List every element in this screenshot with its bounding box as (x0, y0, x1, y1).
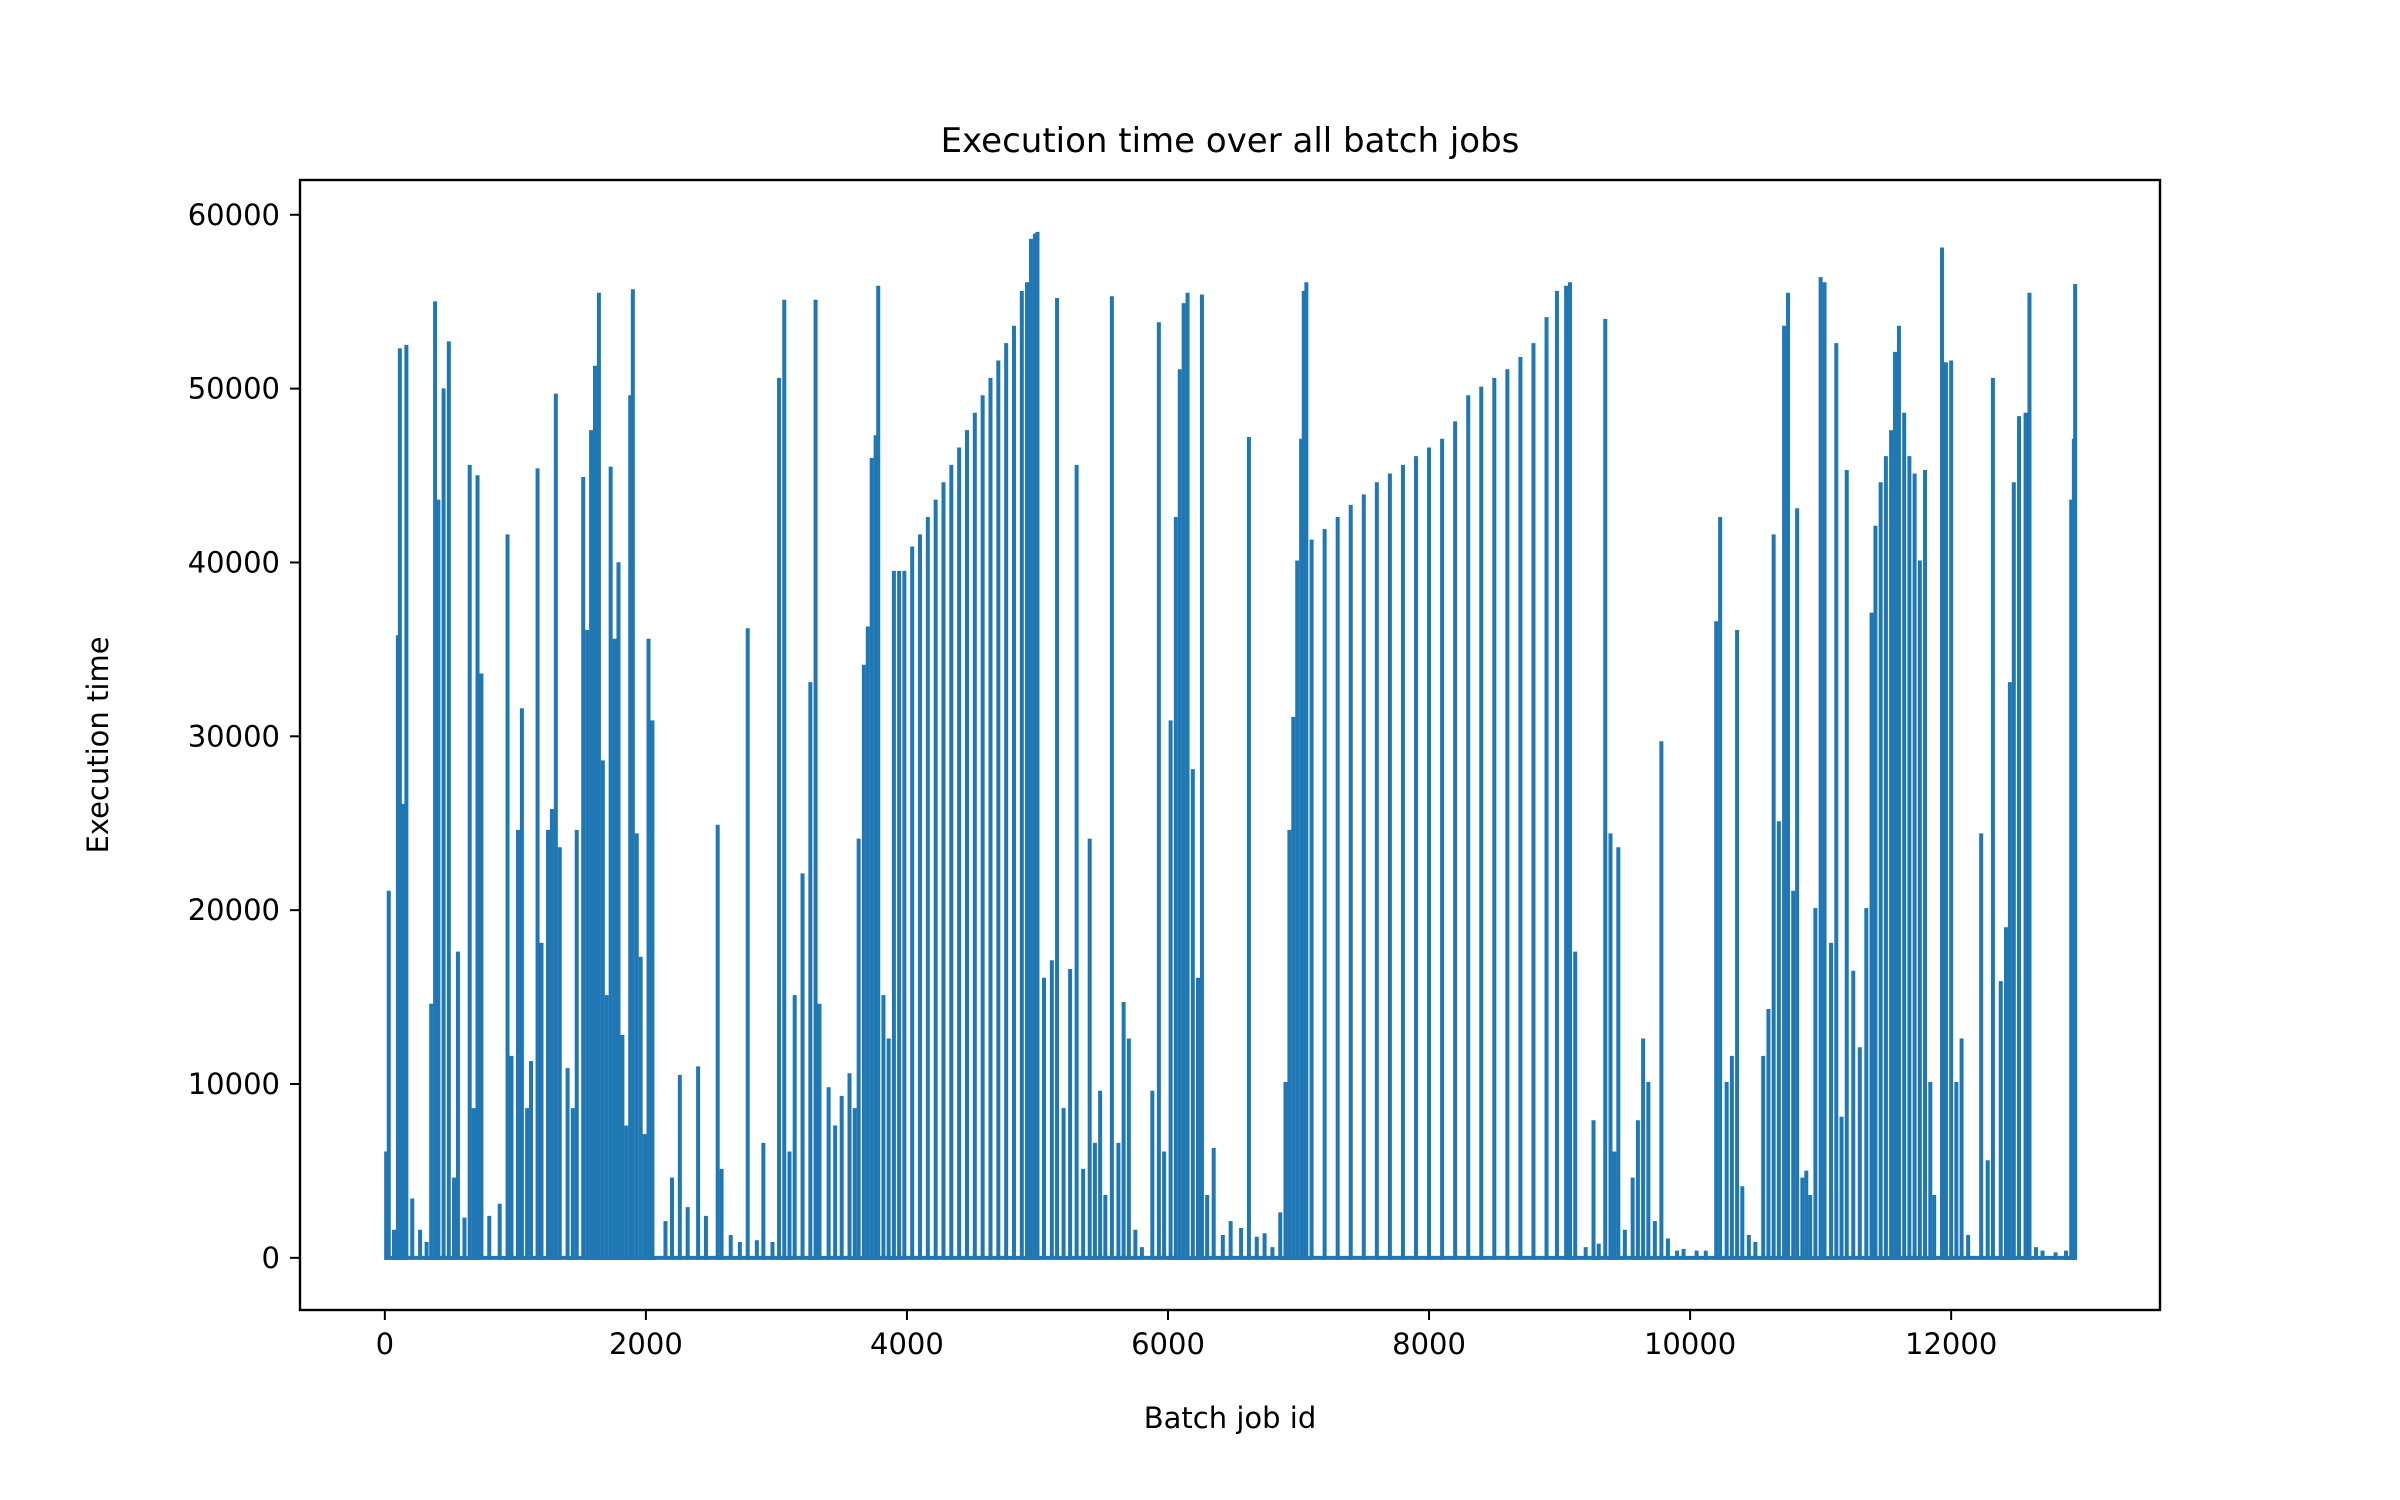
x-tick-label: 6000 (1131, 1327, 1205, 1361)
y-tick-label: 10000 (188, 1067, 280, 1101)
x-tick-label: 8000 (1392, 1327, 1466, 1361)
y-tick-label: 60000 (188, 198, 280, 232)
y-tick-label: 40000 (188, 545, 280, 579)
x-tick-label: 10000 (1644, 1327, 1736, 1361)
x-tick-label: 0 (376, 1327, 394, 1361)
axes-frame (298, 178, 2162, 1312)
plot-area (384, 231, 2078, 1260)
y-tick-label: 50000 (188, 372, 280, 406)
y-axis-ticks: 0 10000 20000 30000 40000 50000 60000 (188, 198, 300, 1275)
x-axis-label: Batch job id (1144, 1401, 1316, 1435)
x-tick-label: 2000 (609, 1327, 683, 1361)
y-axis-label: Execution time (81, 636, 115, 853)
y-tick-label: 20000 (188, 893, 280, 927)
x-tick-label: 12000 (1905, 1327, 1997, 1361)
x-axis-ticks: 0 2000 4000 6000 8000 10000 12000 (376, 1310, 1997, 1361)
chart-title: Execution time over all batch jobs (941, 121, 1520, 161)
y-tick-label: 0 (262, 1241, 280, 1275)
x-tick-label: 4000 (870, 1327, 944, 1361)
y-tick-label: 30000 (188, 719, 280, 753)
